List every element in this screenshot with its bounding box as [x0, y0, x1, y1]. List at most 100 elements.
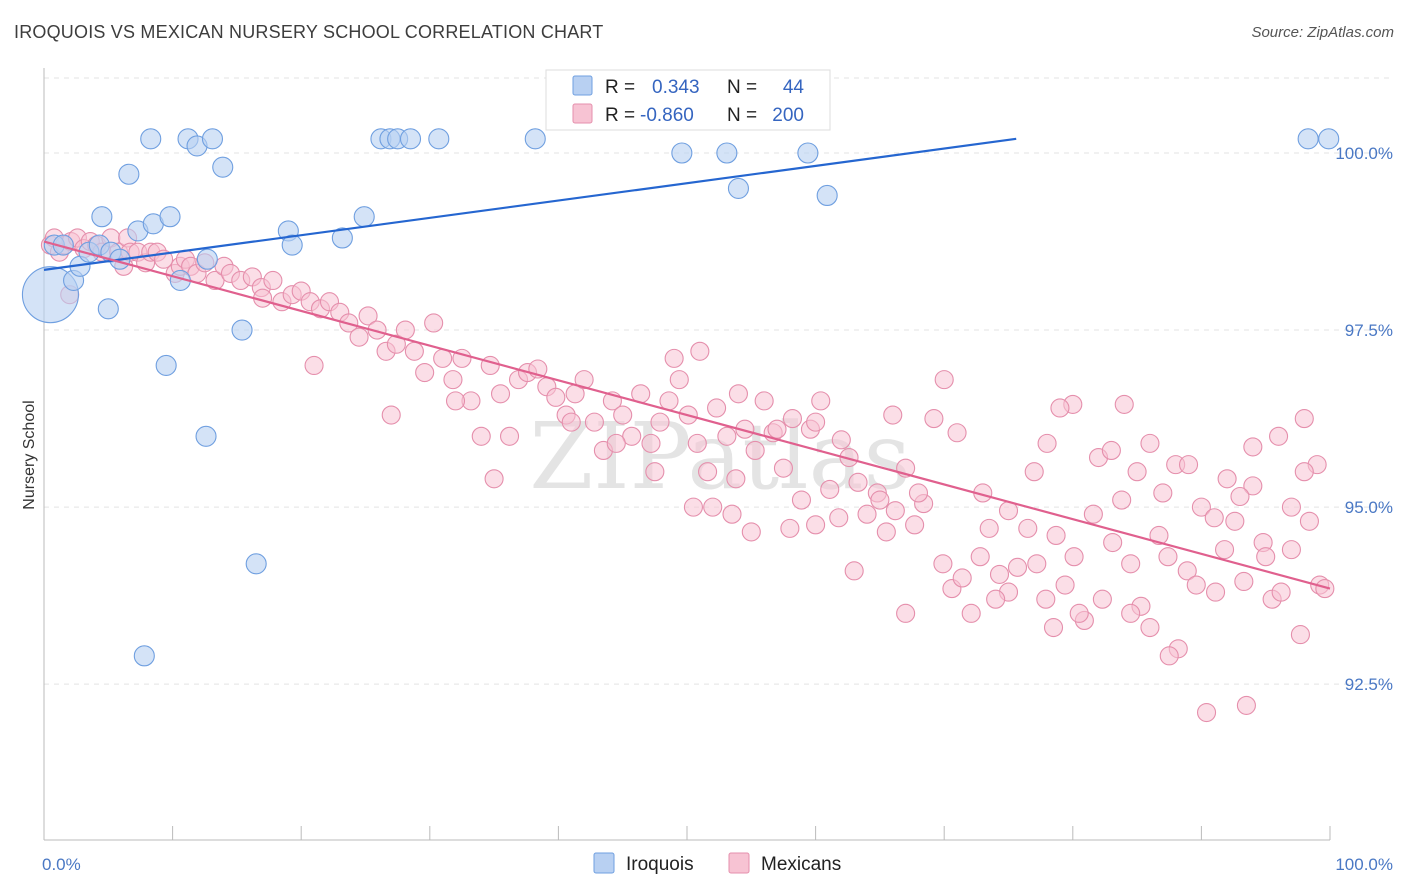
mexicans-point: [1204, 508, 1224, 528]
iroquois-point: [353, 206, 375, 228]
mexicans-point: [1243, 437, 1263, 457]
x-tick-label: 0.0%: [42, 855, 81, 874]
mexicans-point: [703, 497, 723, 517]
legend-mexicans-n: 200: [772, 105, 804, 126]
mexicans-point: [934, 370, 954, 390]
iroquois-point: [140, 128, 162, 150]
mexicans-point: [304, 355, 324, 376]
mexicans-point: [645, 462, 665, 482]
iroquois-point: [201, 128, 224, 150]
mexicans-point: [1112, 490, 1132, 510]
mexicans-point: [961, 603, 981, 623]
mexicans-point: [806, 515, 826, 535]
mexicans-point: [490, 384, 511, 404]
iroquois-point: [159, 206, 181, 228]
mexicans-point: [1069, 603, 1089, 623]
iroquois-point: [671, 142, 693, 164]
mexicans-point: [707, 398, 727, 418]
iroquois-point: [331, 227, 353, 249]
mexicans-point: [1196, 702, 1217, 723]
trend-lines: [43, 137, 1331, 590]
mexicans-point: [484, 469, 504, 489]
mexicans-trend-line: [43, 240, 1331, 590]
mexicans-point: [358, 306, 378, 326]
mexicans-point: [924, 409, 944, 429]
mexicans-point: [848, 472, 868, 492]
mexicans-point: [1114, 394, 1134, 414]
mexicans-point: [722, 504, 742, 524]
mexicans-point: [690, 341, 710, 361]
grid-lines: [44, 77, 1392, 685]
mexicans-point: [947, 423, 967, 443]
mexicans-point: [415, 363, 435, 383]
mexicans-point: [669, 370, 689, 390]
mexicans-point: [811, 391, 831, 411]
mexicans-point: [1046, 525, 1066, 545]
mexicans-point: [1214, 540, 1235, 560]
mexicans-point: [741, 522, 761, 542]
mexicans-point: [745, 440, 765, 461]
mexicans-point: [1101, 440, 1121, 461]
mexicans-point: [767, 419, 787, 439]
y-tick-labels: 92.5% 95.0% 97.5% 100.0%: [1335, 144, 1393, 694]
legend-iroquois-r: 0.343: [652, 77, 700, 98]
mexicans-point: [561, 412, 581, 432]
mexicans-point: [1299, 511, 1319, 531]
mexicans-point: [883, 405, 903, 425]
mexicans-point: [386, 334, 406, 354]
mexicans-point: [650, 412, 670, 432]
y-tick-label: 100.0%: [1335, 144, 1393, 163]
mexicans-point: [1158, 547, 1178, 567]
mexicans-point: [1315, 579, 1335, 599]
mexicans-point: [726, 469, 746, 489]
mexicans-point: [1186, 575, 1206, 595]
mexicans-point: [1225, 511, 1245, 531]
chart-title: IROQUOIS VS MEXICAN NURSERY SCHOOL CORRE…: [14, 22, 604, 42]
mexicans-point: [839, 447, 859, 468]
iroquois-point: [231, 319, 253, 341]
x-tick-labels: 0.0% 100.0%: [42, 855, 1393, 874]
mexicans-point: [574, 370, 594, 390]
iroquois-point: [245, 553, 267, 575]
iroquois-point: [716, 142, 738, 164]
mexicans-point: [1159, 646, 1179, 666]
series-legend-mexicans: Mexicans: [761, 854, 841, 875]
mexicans-points: [40, 228, 1335, 723]
mexicans-point: [885, 501, 905, 521]
mexicans-point: [1178, 455, 1199, 475]
iroquois-point: [195, 425, 217, 447]
mexicans-point: [1269, 426, 1289, 446]
mexicans-point: [717, 426, 737, 446]
mexicans-point: [1083, 504, 1103, 524]
series-legend: Iroquois Mexicans: [593, 852, 841, 875]
legend-box: [545, 69, 831, 131]
mexicans-point: [546, 387, 566, 407]
mexicans-point: [1024, 462, 1044, 482]
iroquois-point: [816, 184, 838, 207]
mexicans-point: [1140, 433, 1160, 453]
mexicans-point: [1271, 582, 1291, 602]
mexicans-point: [263, 270, 283, 291]
mexicans-point: [606, 433, 626, 453]
iroquois-point: [524, 128, 546, 150]
mexicans-point: [1127, 462, 1147, 482]
mexicans-point: [952, 568, 972, 588]
mexicans-point: [1055, 575, 1075, 595]
legend-mexicans-r: -0.860: [640, 105, 694, 126]
series-legend-iroquois: Iroquois: [626, 854, 694, 875]
mexicans-point: [1294, 409, 1314, 429]
mexicans-point: [698, 462, 718, 482]
mexicans-point: [831, 430, 851, 450]
mexicans-point: [791, 490, 812, 510]
mexicans-point: [933, 554, 953, 574]
mexicans-point: [782, 409, 803, 429]
iroquois-point: [281, 234, 303, 256]
mexicans-point: [1236, 695, 1256, 715]
y-axis-label: Nursery School: [21, 400, 38, 509]
mexicans-point: [349, 327, 369, 347]
mexicans-point: [1140, 617, 1160, 638]
legend-r-label: R =: [605, 77, 635, 98]
series-legend-swatch-mexicans: [728, 852, 750, 874]
mexicans-point: [806, 412, 826, 432]
